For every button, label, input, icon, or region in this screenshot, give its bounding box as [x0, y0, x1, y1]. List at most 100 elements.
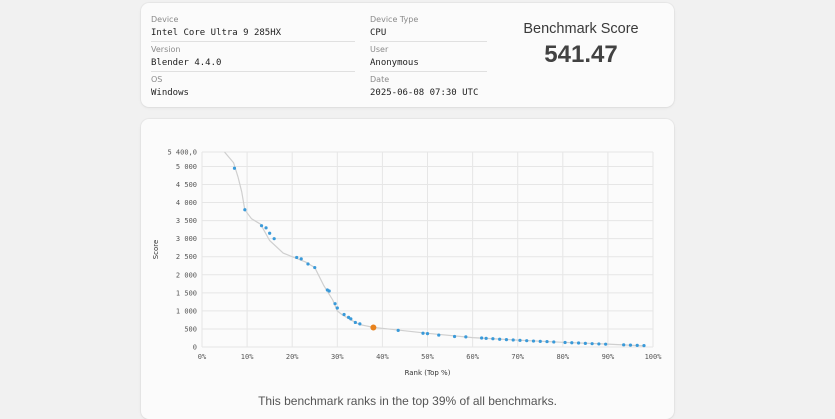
benchmark-point — [232, 166, 237, 170]
user-field: User Anonymous — [370, 45, 419, 69]
device-info-card: Device Intel Core Ultra 9 285HX Version … — [141, 3, 674, 107]
device-value: Intel Core Ultra 9 285HX — [151, 28, 282, 38]
y-tick-label: 2 500 — [176, 253, 197, 261]
benchmark-point — [335, 306, 339, 310]
os-label: OS — [151, 75, 163, 84]
benchmark-point — [642, 344, 646, 348]
benchmark-point — [396, 328, 400, 332]
benchmark-score-value: 541.47 — [544, 41, 618, 68]
y-tick-label: 4 500 — [176, 181, 197, 189]
benchmark-point — [299, 257, 303, 261]
x-tick-label: 100% — [645, 353, 663, 361]
benchmark-point — [358, 322, 362, 326]
x-tick-label: 20% — [286, 353, 299, 361]
y-tick-label: 0 — [193, 344, 197, 352]
os-field: OS Windows — [151, 75, 189, 99]
benchmark-point — [437, 333, 441, 337]
x-tick-label: 10% — [241, 353, 254, 361]
user-label: User — [370, 45, 389, 54]
os-value: Windows — [151, 88, 189, 98]
y-tick-label: 5 000 — [176, 163, 197, 171]
y-tick-label: 1 000 — [176, 307, 197, 315]
benchmark-point — [604, 342, 608, 346]
benchmark-point — [306, 262, 310, 266]
current-benchmark-point — [370, 324, 377, 331]
benchmark-point — [484, 336, 488, 340]
y-axis-title: Score — [152, 240, 160, 260]
device-label: Device — [151, 15, 179, 24]
date-field: Date 2025-06-08 07:30 UTC — [370, 75, 478, 99]
y-tick-label: 2 000 — [176, 271, 197, 279]
benchmark-point — [531, 339, 536, 343]
benchmark-point — [563, 340, 567, 345]
benchmark-point — [353, 320, 357, 325]
x-tick-label: 50% — [421, 353, 434, 361]
x-tick-label: 90% — [602, 353, 615, 361]
y-tick-label: 1 500 — [176, 289, 197, 297]
y-tick-label: 3 500 — [176, 217, 197, 225]
benchmark-point — [491, 337, 495, 341]
device-type-field: Device Type CPU — [370, 15, 418, 39]
benchmark-point — [576, 341, 581, 345]
x-tick-label: 40% — [376, 353, 389, 361]
y-tick-label: 500 — [184, 325, 197, 333]
rank-chart: 0% 10% 20% 30% 40% 50% 60% 70% 80% 90% 100% 0 500 1 0… — [152, 149, 663, 378]
benchmark-point — [570, 341, 574, 345]
benchmark-point — [425, 332, 430, 336]
benchmark-point — [552, 340, 556, 344]
y-tick-label: 3 000 — [176, 235, 197, 243]
benchmark-point — [349, 317, 353, 321]
benchmark-score-title: Benchmark Score — [523, 21, 639, 37]
divider — [370, 41, 487, 42]
benchmark-point — [327, 289, 331, 293]
divider — [151, 41, 355, 42]
divider — [151, 71, 355, 72]
benchmark-point — [272, 237, 276, 241]
benchmark-point — [342, 312, 346, 317]
x-tick-label: 80% — [556, 353, 569, 361]
device-type-value: CPU — [370, 28, 387, 38]
benchmark-point — [243, 208, 247, 212]
x-tick-label: 70% — [511, 353, 524, 361]
benchmark-point — [511, 338, 515, 342]
divider — [370, 71, 487, 72]
version-value: Blender 4.4.0 — [151, 58, 222, 68]
benchmark-point — [452, 334, 457, 339]
benchmark-point — [635, 343, 639, 347]
benchmark-point — [259, 224, 264, 228]
benchmark-point — [480, 336, 484, 340]
benchmark-point — [264, 226, 268, 230]
benchmark-point — [583, 341, 587, 345]
benchmark-point — [538, 339, 542, 344]
benchmark-point — [421, 331, 425, 335]
x-tick-label: 60% — [466, 353, 479, 361]
x-tick-label: 30% — [331, 353, 344, 361]
x-axis-title: Rank (Top %) — [405, 369, 451, 377]
score-curve — [224, 151, 645, 347]
benchmark-point — [313, 265, 317, 270]
benchmark-point — [268, 231, 272, 235]
benchmark-point — [464, 335, 468, 339]
benchmark-point — [525, 339, 529, 343]
benchmark-point — [597, 342, 601, 346]
device-field: Device Intel Core Ultra 9 285HX — [151, 15, 281, 39]
date-value: 2025-06-08 07:30 UTC — [370, 88, 479, 98]
benchmark-point — [545, 339, 549, 344]
chart-card: 0% 10% 20% 30% 40% 50% 60% 70% 80% 90% 100% 0 500 1 0… — [141, 119, 674, 419]
benchmark-point — [333, 302, 337, 306]
benchmark-point — [628, 343, 633, 347]
rank-footnote: This benchmark ranks in the top 39% of a… — [258, 394, 557, 408]
y-tick-label: 4 000 — [176, 199, 197, 207]
device-type-label: Device Type — [370, 15, 419, 24]
version-label: Version — [151, 45, 181, 54]
benchmark-point — [518, 338, 522, 342]
y-tick-label: 5 400,0 — [167, 149, 197, 157]
date-label: Date — [370, 75, 390, 84]
benchmark-point — [622, 343, 626, 347]
benchmark-point — [504, 337, 509, 342]
benchmark-point — [590, 342, 594, 346]
version-field: Version Blender 4.4.0 — [151, 45, 221, 69]
benchmark-point — [498, 337, 502, 341]
benchmark-point — [295, 255, 299, 260]
user-value: Anonymous — [370, 58, 419, 68]
